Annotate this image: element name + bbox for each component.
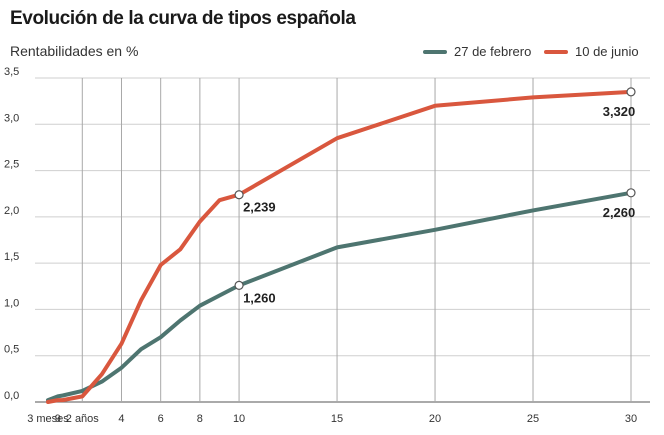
x-tick-label: 2 años xyxy=(66,413,100,425)
legend-label: 27 de febrero xyxy=(454,44,532,59)
x-tick-label: 3 meses xyxy=(27,413,69,425)
legend-item-27-febrero: 27 de febrero xyxy=(423,44,531,59)
y-tick-label: 1,0 xyxy=(4,297,19,309)
series-line-10-junio xyxy=(46,89,633,404)
series-line-27-febrero xyxy=(46,190,633,403)
data-point-marker xyxy=(234,190,244,200)
y-tick-label: 3,0 xyxy=(4,112,19,124)
x-tick-label: 20 xyxy=(429,413,441,425)
data-label: 2,239 xyxy=(243,200,276,215)
legend-item-10-junio: 10 de junio xyxy=(544,44,639,59)
data-point-marker xyxy=(234,280,244,290)
x-tick-label: 9 xyxy=(55,413,61,425)
legend-label: 10 de junio xyxy=(575,44,639,59)
y-tick-label: 1,5 xyxy=(4,251,19,263)
y-tick-label: 0,5 xyxy=(4,344,19,356)
x-tick-label: 8 xyxy=(197,413,203,425)
legend-swatch xyxy=(544,49,568,54)
x-tick-label: 25 xyxy=(527,413,539,425)
data-label: 1,260 xyxy=(243,290,276,305)
x-tick-label: 10 xyxy=(233,413,245,425)
y-tick-label: 3,5 xyxy=(4,66,19,78)
y-tick-label: 0,0 xyxy=(4,390,19,402)
legend-swatch xyxy=(423,49,447,54)
chart-title: Evolución de la curva de tipos española xyxy=(10,8,356,29)
x-tick-label: 30 xyxy=(625,413,637,425)
data-point-marker xyxy=(626,87,636,97)
x-tick-label: 15 xyxy=(331,413,343,425)
y-tick-label: 2,0 xyxy=(4,205,19,217)
data-label: 3,320 xyxy=(603,104,636,119)
x-tick-label: 6 xyxy=(158,413,164,425)
y-tick-label: 2,5 xyxy=(4,159,19,171)
data-label: 2,260 xyxy=(603,205,636,220)
x-tick-label: 4 xyxy=(118,413,124,425)
data-point-marker xyxy=(626,188,636,198)
y-axis-label: Rentabilidades en % xyxy=(10,43,139,59)
